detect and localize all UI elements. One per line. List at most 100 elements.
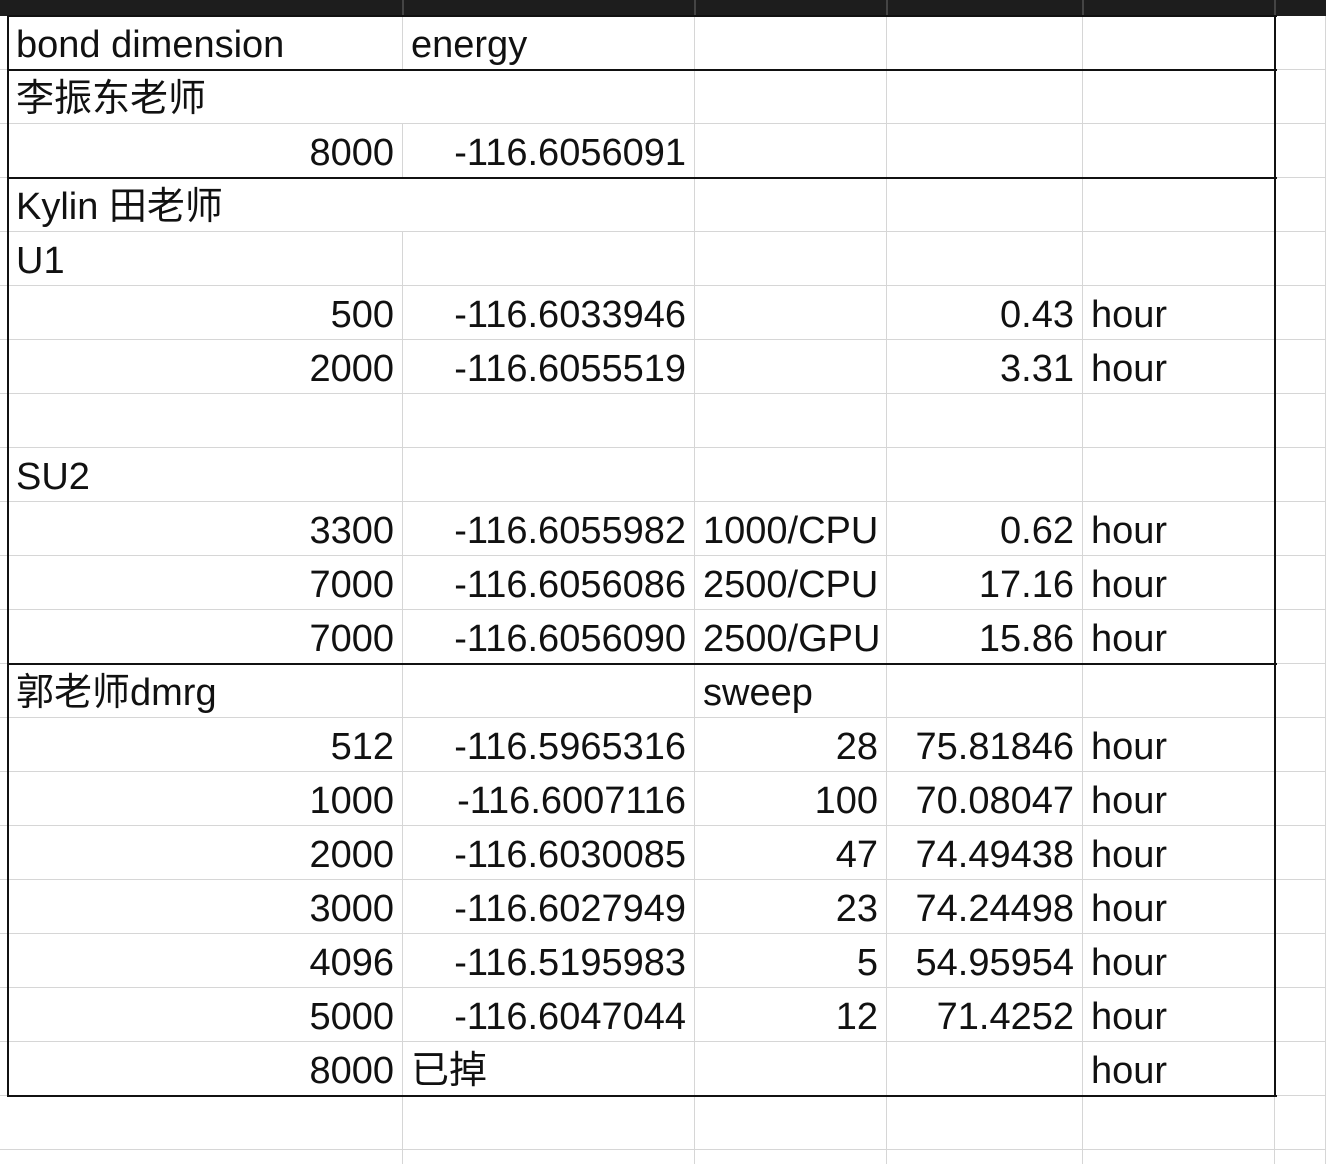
sheet-cell-empty[interactable] [1275,1150,1326,1164]
sheet-cell-E[interactable]: hour [1083,880,1275,934]
sheet-cell-B[interactable]: energy [403,16,695,70]
sheet-cell-empty[interactable] [1275,286,1326,340]
sheet-cell-E[interactable] [1083,1096,1275,1150]
sheet-cell-empty[interactable] [1275,502,1326,556]
sheet-cell-E[interactable] [1083,664,1275,718]
sheet-cell-empty[interactable] [1275,178,1326,232]
sheet-cell-A[interactable]: SU2 [8,448,403,502]
sheet-cell-empty[interactable] [1275,718,1326,772]
sheet-cell-D[interactable] [887,394,1083,448]
sheet-cell-E[interactable]: hour [1083,610,1275,664]
sheet-cell-E[interactable] [1083,448,1275,502]
sheet-cell-empty[interactable] [1275,70,1326,124]
sheet-cell-D[interactable]: 0.62 [887,502,1083,556]
sheet-cell-E[interactable]: hour [1083,718,1275,772]
sheet-cell-E[interactable] [1083,16,1275,70]
sheet-cell-C[interactable]: 2500/GPU [695,610,887,664]
sheet-cell-E[interactable]: hour [1083,934,1275,988]
sheet-cell-A[interactable]: 7000 [8,610,403,664]
sheet-cell-D[interactable]: 75.81846 [887,718,1083,772]
sheet-cell-D[interactable] [887,1150,1083,1164]
sheet-cell-E[interactable]: hour [1083,1042,1275,1096]
sheet-cell-E[interactable] [1083,70,1275,124]
sheet-cell-empty[interactable] [1275,556,1326,610]
sheet-cell-A[interactable]: 1000 [8,772,403,826]
sheet-cell-B[interactable]: -116.6047044 [403,988,695,1042]
sheet-cell-A[interactable]: 5000 [8,988,403,1042]
sheet-cell-empty[interactable] [1275,1042,1326,1096]
sheet-cell-A[interactable]: 3300 [8,502,403,556]
sheet-cell-E[interactable]: hour [1083,826,1275,880]
sheet-cell-E[interactable] [1083,124,1275,178]
sheet-cell-E[interactable] [1083,1150,1275,1164]
sheet-cell-C[interactable]: 1000/CPU [695,502,887,556]
sheet-cell-C[interactable] [695,178,887,232]
sheet-cell-A[interactable]: 郭老师dmrg [8,664,403,718]
sheet-cell-B[interactable] [403,1096,695,1150]
sheet-cell-E[interactable]: hour [1083,502,1275,556]
sheet-cell-D[interactable]: 70.08047 [887,772,1083,826]
sheet-cell-C[interactable]: 12 [695,988,887,1042]
sheet-cell-B[interactable]: -116.5965316 [403,718,695,772]
sheet-cell-empty[interactable] [1275,232,1326,286]
sheet-cell-E[interactable] [1083,232,1275,286]
sheet-cell-D[interactable] [887,70,1083,124]
sheet-cell-B[interactable]: -116.6055519 [403,340,695,394]
sheet-cell-D[interactable]: 0.43 [887,286,1083,340]
sheet-cell-empty[interactable] [1275,934,1326,988]
sheet-cell-C[interactable]: 2500/CPU [695,556,887,610]
sheet-cell-D[interactable] [887,448,1083,502]
sheet-cell-empty[interactable] [1275,340,1326,394]
sheet-cell-A[interactable]: 8000 [8,1042,403,1096]
sheet-cell-D[interactable]: 17.16 [887,556,1083,610]
sheet-cell-D[interactable]: 3.31 [887,340,1083,394]
sheet-cell-A[interactable] [8,1150,403,1164]
sheet-cell-empty[interactable] [1275,448,1326,502]
sheet-cell-C[interactable] [695,1042,887,1096]
sheet-cell-B[interactable]: 已掉 [403,1042,695,1096]
sheet-cell-C[interactable] [695,1096,887,1150]
sheet-cell-A[interactable]: 2000 [8,340,403,394]
sheet-cell-C[interactable] [695,286,887,340]
sheet-cell-B[interactable]: -116.6056086 [403,556,695,610]
sheet-cell-empty[interactable] [1275,880,1326,934]
sheet-cell-B[interactable]: -116.6056090 [403,610,695,664]
sheet-cell-B[interactable] [403,1150,695,1164]
sheet-cell-D[interactable]: 74.49438 [887,826,1083,880]
sheet-cell-A[interactable]: Kylin 田老师 [8,178,403,232]
sheet-cell-E[interactable]: hour [1083,988,1275,1042]
sheet-cell-C[interactable] [695,448,887,502]
sheet-cell-A[interactable]: 8000 [8,124,403,178]
column-header-separator[interactable] [694,0,696,16]
sheet-cell-empty[interactable] [1275,124,1326,178]
sheet-cell-A[interactable]: 李振东老师 [8,70,403,124]
sheet-cell-empty[interactable] [1275,1096,1326,1150]
sheet-cell-B[interactable]: -116.6027949 [403,880,695,934]
sheet-cell-empty[interactable] [1275,16,1326,70]
sheet-cell-E[interactable]: hour [1083,286,1275,340]
sheet-cell-E[interactable] [1083,394,1275,448]
sheet-cell-C[interactable] [695,124,887,178]
sheet-cell-B[interactable]: -116.5195983 [403,934,695,988]
sheet-cell-empty[interactable] [1275,826,1326,880]
sheet-cell-C[interactable] [695,394,887,448]
column-header-separator[interactable] [402,0,404,16]
sheet-cell-D[interactable]: 54.95954 [887,934,1083,988]
sheet-cell-C[interactable] [695,70,887,124]
sheet-cell-E[interactable] [1083,178,1275,232]
sheet-cell-empty[interactable] [1275,394,1326,448]
sheet-cell-B[interactable] [403,664,695,718]
sheet-cell-E[interactable]: hour [1083,556,1275,610]
sheet-cell-B[interactable]: -116.6033946 [403,286,695,340]
sheet-cell-C[interactable] [695,232,887,286]
sheet-cell-D[interactable] [887,1042,1083,1096]
sheet-cell-D[interactable] [887,1096,1083,1150]
sheet-cell-B[interactable]: -116.6056091 [403,124,695,178]
sheet-cell-B[interactable]: -116.6007116 [403,772,695,826]
sheet-cell-A[interactable]: 3000 [8,880,403,934]
sheet-cell-C[interactable]: 23 [695,880,887,934]
sheet-cell-C[interactable] [695,16,887,70]
column-header-separator[interactable] [886,0,888,16]
sheet-cell-A[interactable]: 2000 [8,826,403,880]
